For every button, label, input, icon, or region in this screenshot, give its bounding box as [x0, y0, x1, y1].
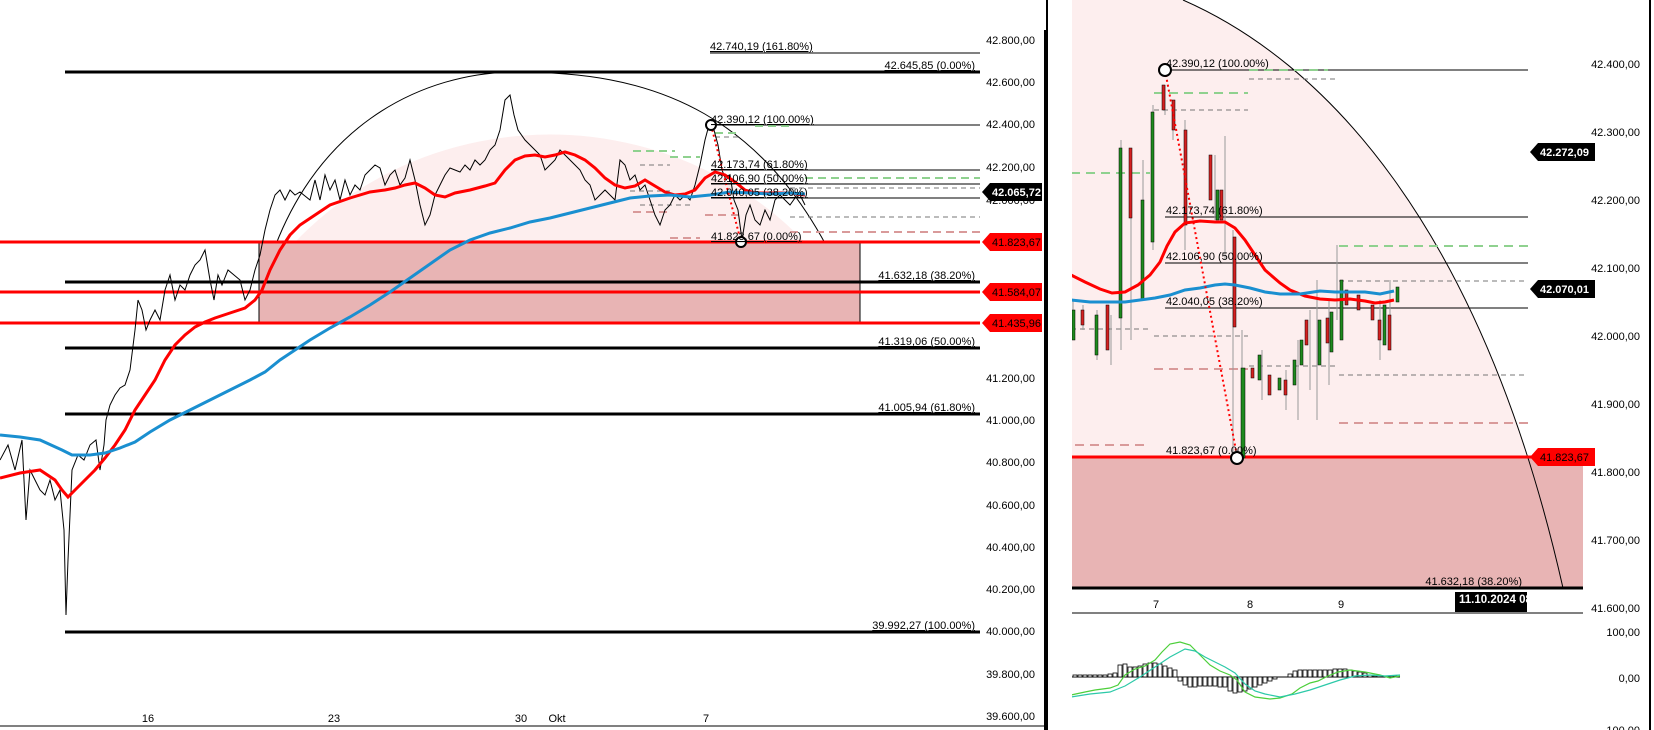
- left-gray-dashes: [630, 136, 980, 218]
- right-fib-anchor-top[interactable]: [1158, 63, 1172, 77]
- right-zone-box: [1071, 458, 1583, 588]
- svg-text:42.070,01: 42.070,01: [1540, 284, 1589, 296]
- svg-text:40.400,00: 40.400,00: [986, 542, 1035, 554]
- svg-text:42.200,00: 42.200,00: [986, 162, 1035, 174]
- svg-text:100,00: 100,00: [1606, 627, 1640, 639]
- svg-text:39.800,00: 39.800,00: [986, 669, 1035, 681]
- right-x-axis-ticks: 7 8 9: [1153, 599, 1344, 611]
- fib-small-label-0: 41.823,67 (0.00%): [711, 231, 802, 243]
- macd-panel: 100,00 0,00 -100,00: [1070, 627, 1640, 730]
- right-fib-label-38-2-lower: 41.632,18 (38.20%): [1425, 576, 1522, 588]
- cursor-date-label: 11.10.2024 08:: [1455, 592, 1527, 612]
- fib-small-label-61-8: 42.173,74 (61.80%): [711, 159, 808, 171]
- fib-label-50: 41.319,06 (50.00%): [878, 336, 975, 348]
- left-fib-anchor-bottom[interactable]: [735, 236, 747, 248]
- svg-text:Okt: Okt: [548, 713, 565, 725]
- svg-text:16: 16: [142, 713, 154, 725]
- svg-text:42.100,00: 42.100,00: [1591, 263, 1640, 275]
- svg-text:23: 23: [328, 713, 340, 725]
- panel-divider[interactable]: [1046, 0, 1072, 730]
- fib-label-38-2: 41.632,18 (38.20%): [878, 270, 975, 282]
- macd-line: [1070, 641, 1401, 700]
- svg-text:41.800,00: 41.800,00: [1591, 467, 1640, 479]
- svg-text:-100,00: -100,00: [1603, 725, 1640, 730]
- right-price-tag-42070: 42.070,01: [1530, 280, 1595, 298]
- right-fib-label-50: 42.106,90 (50.00%): [1166, 251, 1263, 263]
- left-ma-fast-line: [0, 150, 806, 500]
- fib-small-label-50: 42.106,90 (50.00%): [711, 173, 808, 185]
- left-fib-large-lines: [65, 52, 980, 634]
- right-price-tag-41823: 41.823,67: [1530, 448, 1595, 466]
- svg-text:9: 9: [1338, 599, 1344, 611]
- svg-text:42.300,00: 42.300,00: [1591, 127, 1640, 139]
- left-x-axis-ticks: 16 23 30 Okt 7: [142, 713, 709, 725]
- left-fib-anchor-top[interactable]: [705, 119, 717, 131]
- svg-text:42.272,09: 42.272,09: [1540, 147, 1589, 159]
- macd-y-axis-ticks: 100,00 0,00 -100,00: [1603, 627, 1640, 730]
- right-arc-outline: [1182, 0, 1564, 589]
- svg-text:41.584,07: 41.584,07: [992, 287, 1041, 299]
- svg-text:42.065,72: 42.065,72: [992, 187, 1041, 199]
- left-price-tag-last: 42.065,72: [982, 183, 1042, 201]
- right-ma-slow-line: [1070, 282, 1395, 304]
- svg-text:41.200,00: 41.200,00: [986, 373, 1035, 385]
- right-fib-anchor-bottom[interactable]: [1230, 451, 1244, 465]
- svg-text:40.000,00: 40.000,00: [986, 626, 1035, 638]
- right-candles: [1071, 84, 1400, 460]
- svg-text:8: 8: [1247, 599, 1253, 611]
- left-y-axis-ticks: 42.800,00 42.600,00 42.400,00 42.200,00 …: [986, 35, 1035, 723]
- left-price-tag-41435: 41.435,96: [982, 314, 1042, 332]
- svg-text:42.600,00: 42.600,00: [986, 77, 1035, 89]
- svg-text:7: 7: [1153, 599, 1159, 611]
- fib-label-100: 39.992,27 (100.00%): [872, 620, 975, 632]
- svg-text:0,00: 0,00: [1619, 673, 1640, 685]
- svg-text:40.600,00: 40.600,00: [986, 500, 1035, 512]
- left-support-lines: [0, 240, 980, 325]
- svg-text:42.800,00: 42.800,00: [986, 35, 1035, 47]
- left-dashed-markers: [633, 125, 980, 239]
- fib-label-61-8: 41.005,94 (61.80%): [878, 402, 975, 414]
- fib-label-0: 42.645,85 (0.00%): [884, 60, 975, 72]
- left-price-series: [0, 93, 806, 616]
- svg-text:40.800,00: 40.800,00: [986, 457, 1035, 469]
- svg-text:41.900,00: 41.900,00: [1591, 399, 1640, 411]
- svg-text:39.600,00: 39.600,00: [986, 711, 1035, 723]
- left-ma-slow-line: [0, 190, 806, 457]
- right-fib-label-0: 41.823,67 (0.00%): [1166, 445, 1257, 457]
- svg-text:41.700,00: 41.700,00: [1591, 535, 1640, 547]
- right-fib-connector: [1164, 69, 1238, 457]
- svg-text:42.200,00: 42.200,00: [1591, 195, 1640, 207]
- svg-text:42.400,00: 42.400,00: [986, 119, 1035, 131]
- right-fib-label-100: 42.390,12 (100.00%): [1166, 58, 1269, 70]
- right-fib-lines: [1071, 69, 1583, 590]
- fib-small-label-38-2: 42.040,05 (38.20%): [711, 187, 808, 199]
- fib-small-label-100: 42.390,12 (100.00%): [711, 114, 814, 126]
- right-ma-fast-line: [1070, 219, 1395, 305]
- left-price-tag-41823: 41.823,67: [982, 233, 1042, 251]
- right-y-axis-ticks: 42.400,00 42.300,00 42.200,00 42.100,00 …: [1591, 59, 1640, 615]
- macd-signal-line: [1070, 648, 1401, 698]
- svg-text:41.823,67: 41.823,67: [992, 237, 1041, 249]
- svg-text:7: 7: [703, 713, 709, 725]
- svg-text:41.435,96: 41.435,96: [992, 318, 1041, 330]
- right-dashed-markers: [1071, 69, 1528, 446]
- right-price-tag-42272: 42.272,09: [1530, 143, 1595, 161]
- left-fib-connector: [710, 124, 742, 243]
- svg-text:40.200,00: 40.200,00: [986, 584, 1035, 596]
- svg-text:41.000,00: 41.000,00: [986, 415, 1035, 427]
- svg-text:42.000,00: 42.000,00: [1591, 331, 1640, 343]
- right-fib-label-38-2: 42.040,05 (38.20%): [1166, 296, 1263, 308]
- svg-text:42.400,00: 42.400,00: [1591, 59, 1640, 71]
- svg-text:30: 30: [515, 713, 527, 725]
- left-price-tag-41584: 41.584,07: [982, 283, 1042, 301]
- right-fib-label-61-8: 42.173,74 (61.80%): [1166, 205, 1263, 217]
- right-chart-panel[interactable]: 42.390,12 (100.00%) 42.173,74 (61.80%) 4…: [1070, 0, 1651, 730]
- fib-label-161-8: 42.740,19 (161.80%): [710, 41, 813, 53]
- svg-text:41.823,67: 41.823,67: [1540, 452, 1589, 464]
- svg-text:41.600,00: 41.600,00: [1591, 603, 1640, 615]
